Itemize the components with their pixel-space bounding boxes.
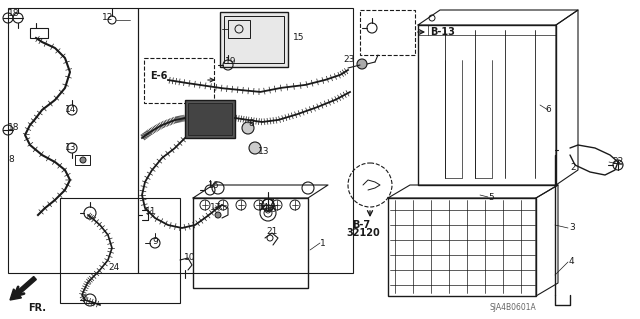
Text: 5: 5	[488, 192, 493, 202]
Bar	[220, 12, 288, 67]
Bar	[75, 155, 90, 165]
Text: 32120: 32120	[346, 228, 380, 238]
Text: 13: 13	[258, 147, 269, 157]
Text: 7: 7	[268, 199, 274, 209]
Text: 18: 18	[8, 10, 19, 19]
Text: 18: 18	[8, 123, 19, 132]
Text: 21: 21	[266, 227, 277, 236]
Text: 6: 6	[545, 106, 551, 115]
Text: 14: 14	[258, 203, 269, 211]
Text: 10: 10	[184, 254, 195, 263]
Text: 16: 16	[208, 182, 220, 190]
Text: 13: 13	[65, 144, 77, 152]
Circle shape	[215, 212, 221, 218]
Text: 24: 24	[108, 263, 119, 271]
Bar	[418, 25, 556, 185]
Text: 11: 11	[145, 206, 157, 216]
Bar	[188, 103, 232, 135]
Bar	[8, 8, 138, 273]
Text: 1: 1	[320, 239, 326, 248]
Text: FR.: FR.	[28, 303, 46, 313]
Bar	[224, 16, 284, 63]
Text: 9: 9	[152, 238, 157, 247]
Bar	[60, 198, 180, 303]
Text: 12: 12	[102, 13, 113, 23]
Text: 8: 8	[8, 155, 13, 165]
Text: B-7: B-7	[352, 220, 370, 230]
FancyArrow shape	[10, 277, 36, 300]
Text: E-6: E-6	[150, 71, 168, 81]
Circle shape	[357, 59, 367, 69]
Bar	[185, 100, 235, 138]
Text: 20: 20	[265, 204, 276, 213]
Circle shape	[249, 142, 261, 154]
Text: 22: 22	[612, 158, 623, 167]
Bar	[228, 20, 250, 38]
Text: 17: 17	[210, 203, 221, 211]
Bar	[360, 10, 415, 55]
Text: 23: 23	[343, 56, 355, 64]
Text: 19: 19	[225, 57, 237, 66]
Text: 4: 4	[569, 257, 575, 266]
Bar	[144, 58, 214, 103]
Text: SJA4B0601A: SJA4B0601A	[490, 303, 537, 313]
Circle shape	[80, 157, 86, 163]
Text: 15: 15	[293, 33, 305, 42]
Bar	[388, 198, 536, 296]
Text: 8: 8	[248, 120, 253, 129]
Bar	[30, 28, 48, 38]
Text: 2: 2	[570, 164, 575, 173]
Bar	[138, 8, 353, 273]
Circle shape	[242, 122, 254, 134]
Text: 3: 3	[569, 224, 575, 233]
Bar	[193, 198, 308, 288]
Text: B-13: B-13	[430, 27, 455, 37]
Text: 14: 14	[65, 106, 76, 115]
